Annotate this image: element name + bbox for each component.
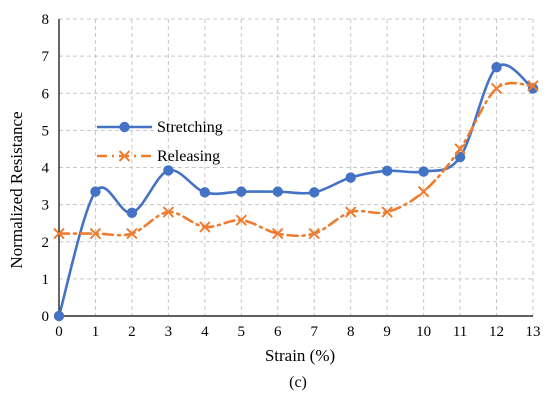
stretching-point <box>418 166 429 177</box>
x-tick-label: 11 <box>453 324 467 340</box>
x-marker-stroke <box>381 206 393 218</box>
stretching-line <box>57 63 535 318</box>
stretching-point <box>53 310 65 322</box>
x-marker-stroke <box>417 185 430 198</box>
x-marker-stroke <box>235 214 248 226</box>
x-marker-stroke <box>118 150 131 162</box>
x-marker-stroke <box>344 206 357 218</box>
releasing-point <box>381 206 393 218</box>
figure-caption: (c) <box>289 374 307 391</box>
y-tick-label: 4 <box>42 161 50 177</box>
x-axis-title: Strain (%) <box>265 346 335 365</box>
legend-stretching-marker <box>119 121 130 133</box>
x-tick-label: 1 <box>92 324 100 340</box>
legend-releasing-marker <box>118 150 131 162</box>
x-tick-label: 8 <box>347 324 355 340</box>
x-marker-stroke <box>308 227 320 240</box>
x-marker-stroke <box>490 82 503 95</box>
x-tick-label: 12 <box>489 324 504 340</box>
y-tick-label: 2 <box>42 235 50 251</box>
releasing-point <box>53 227 65 240</box>
y-axis-title: Normalized Resistance <box>7 111 26 268</box>
stretching-point <box>272 186 283 197</box>
legend: Stretching Releasing <box>97 119 223 165</box>
x-tick-label: 9 <box>383 324 391 340</box>
y-tick-label: 3 <box>42 198 50 214</box>
stretching-point <box>345 172 356 183</box>
series-lines <box>53 62 539 322</box>
stretching-point <box>236 186 247 197</box>
releasing-point <box>162 206 175 218</box>
x-marker-stroke <box>162 206 175 218</box>
releasing-point <box>417 185 430 198</box>
releasing-point <box>344 206 357 218</box>
x-marker-stroke <box>272 227 284 240</box>
releasing-point <box>126 227 138 240</box>
x-tick-label: 2 <box>128 324 136 340</box>
stretching-point <box>163 165 174 176</box>
x-marker-stroke <box>527 80 539 92</box>
releasing-point <box>454 143 466 155</box>
y-tick-label: 5 <box>42 123 50 139</box>
x-tick-label: 4 <box>201 324 209 340</box>
x-tick-label: 5 <box>238 324 246 340</box>
stretching-point <box>90 186 101 197</box>
y-tick-label: 1 <box>42 272 50 288</box>
releasing-point <box>199 221 211 233</box>
x-tick-label: 10 <box>416 324 431 340</box>
releasing-point <box>490 82 503 95</box>
legend-stretching-label: Stretching <box>157 119 223 136</box>
stretching-point <box>126 207 138 218</box>
releasing-point <box>527 80 539 92</box>
x-tick-label: 3 <box>165 324 173 340</box>
stretching-point <box>491 62 502 73</box>
y-tick-label: 8 <box>42 12 50 28</box>
x-marker-stroke <box>126 227 138 240</box>
stretching-point <box>309 187 320 198</box>
y-tick-label: 7 <box>42 49 50 65</box>
legend-releasing-label: Releasing <box>157 148 220 165</box>
releasing-point <box>235 214 248 226</box>
releasing-point <box>308 227 320 240</box>
x-tick-label: 7 <box>310 324 318 340</box>
axes <box>58 19 533 317</box>
x-marker-stroke <box>53 227 65 240</box>
x-marker-stroke <box>89 227 102 240</box>
x-tick-label: 13 <box>526 324 541 340</box>
stretching-point <box>381 165 393 177</box>
x-tick-label: 6 <box>274 324 282 340</box>
x-marker-stroke <box>199 221 211 233</box>
x-tick-label: 0 <box>55 324 63 340</box>
grid <box>59 18 534 316</box>
releasing-point <box>272 227 284 240</box>
x-marker-stroke <box>454 143 466 155</box>
y-tick-label: 6 <box>42 86 50 102</box>
stretching-point <box>199 187 211 198</box>
releasing-point <box>89 227 102 240</box>
y-tick-label: 0 <box>42 309 50 325</box>
